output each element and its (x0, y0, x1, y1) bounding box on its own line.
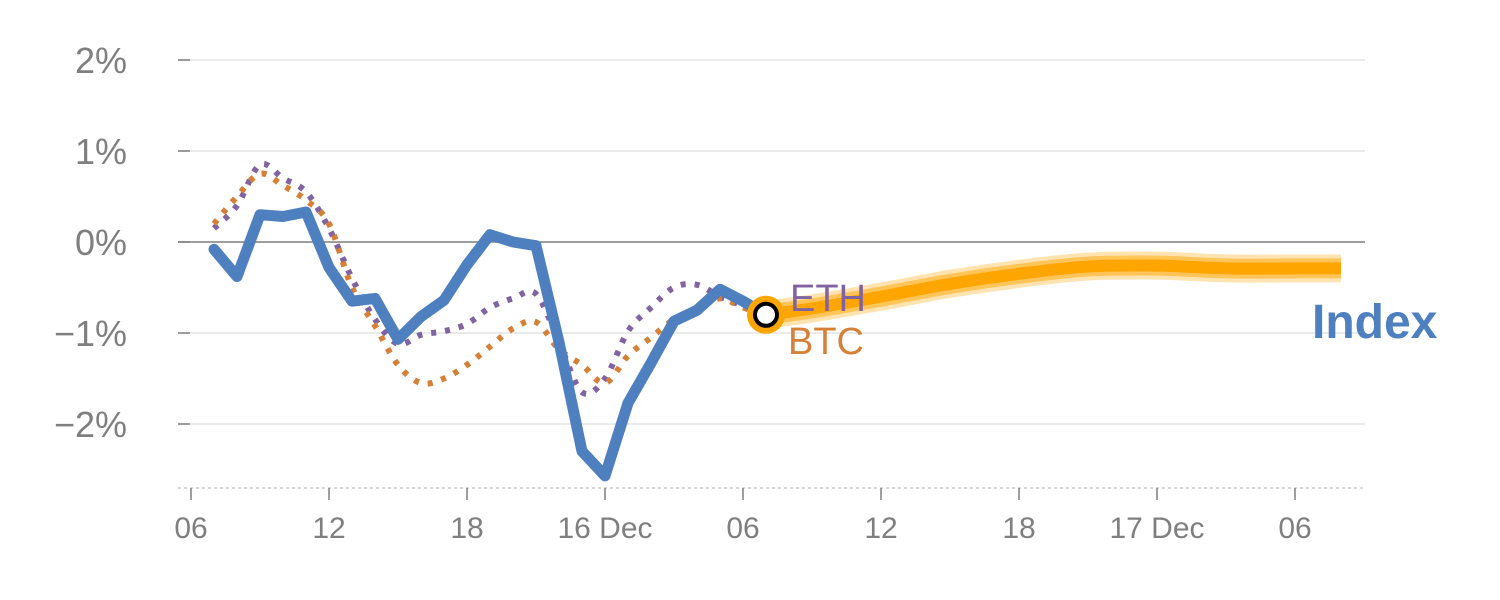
x-axis: 06 12 18 16 Dec 06 12 18 17 Dec 06 (174, 487, 1365, 545)
x-tick-label-6: 18 (1002, 512, 1035, 545)
x-tick-label-4: 06 (726, 512, 759, 545)
series-line-eth (211, 160, 768, 397)
series-line-index (208, 206, 772, 482)
series-label-eth: ETH (790, 278, 866, 320)
y-tick-label-2: 0% (75, 222, 127, 263)
series-label-btc: BTC (788, 321, 864, 363)
y-tick-label-3: −1% (54, 313, 127, 354)
x-tick-label-7: 17 Dec (1109, 512, 1204, 545)
y-tick-label-1: 1% (75, 131, 127, 172)
series-labels: ETH BTC Index (788, 278, 1438, 363)
series-label-index: Index (1312, 296, 1438, 349)
series-line-btc (211, 170, 767, 387)
current-point-marker (747, 295, 785, 334)
gridlines (178, 59, 1365, 425)
y-axis: 2% 1% 0% −1% −2% (54, 40, 190, 445)
x-tick-label-1: 12 (312, 512, 345, 545)
x-tick-label-2: 18 (450, 512, 483, 545)
series-line-forecast (765, 259, 1341, 321)
x-tick-label-0: 06 (174, 512, 207, 545)
x-tick-label-5: 12 (864, 512, 897, 545)
series-lines (208, 160, 1341, 482)
y-tick-label-0: 2% (75, 40, 127, 81)
x-tick-label-3: 16 Dec (557, 512, 652, 545)
x-tick-label-8: 06 (1278, 512, 1311, 545)
y-tick-label-4: −2% (54, 404, 127, 445)
marker-dot (753, 301, 779, 328)
